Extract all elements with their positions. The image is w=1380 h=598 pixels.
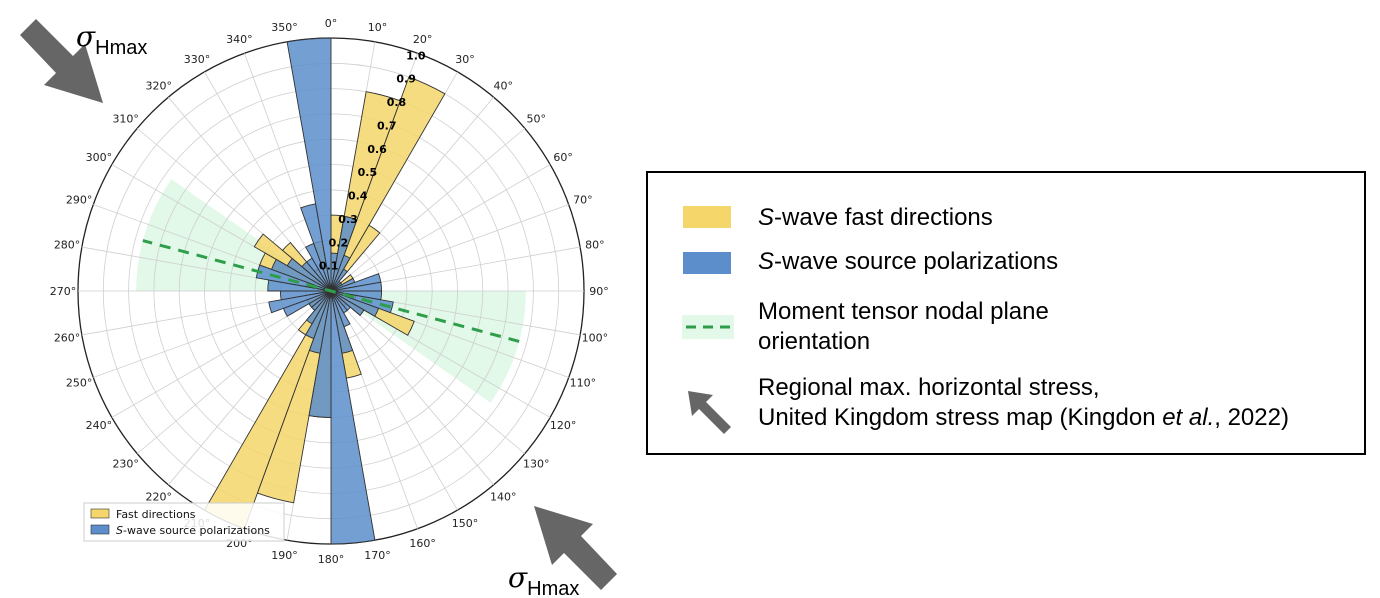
rose-diagram: 0° 10° 20° 30° 40° 50° 60° 70° 80° 90° 100° 110° 120… <box>20 17 617 598</box>
radial-tick-labels: 0.1 0.2 0.3 0.4 0.5 0.6 0.7 0.8 0.9 1.0 <box>319 49 426 272</box>
inner-legend-label-fast: Fast directions <box>116 508 196 521</box>
radial-tick-label: 0.5 <box>358 166 378 179</box>
legend-swatch-fast <box>683 206 731 228</box>
fast-bar-25 <box>330 76 446 292</box>
theta-tick-label: 30° <box>455 53 475 66</box>
legend-stress-arrow-icon <box>688 391 731 434</box>
theta-tick-label: 340° <box>226 33 253 46</box>
radial-tick-label: 0.6 <box>367 143 387 156</box>
theta-tick-label: 240° <box>86 419 113 432</box>
radial-tick-label: 0.2 <box>329 236 349 249</box>
theta-tick-label: 50° <box>527 113 547 126</box>
theta-tick-label: 270° <box>50 285 77 298</box>
theta-tick-label: 130° <box>523 457 550 470</box>
source-bar-295 <box>270 258 332 292</box>
theta-tick-label: 220° <box>145 490 172 503</box>
theta-tick-label: 230° <box>112 457 139 470</box>
radial-tick-label: 0.3 <box>338 213 358 226</box>
sigma-hmax-label-top: σHmax <box>76 20 147 59</box>
source-bar-355 <box>286 37 332 292</box>
radial-tick-label: 0.9 <box>396 73 416 86</box>
legend-swatch-nodal <box>682 315 734 339</box>
theta-tick-label: 110° <box>570 377 597 390</box>
theta-tick-label: 350° <box>271 21 298 34</box>
figure-legend: S-wave fast directions S-wave source pol… <box>646 171 1366 455</box>
theta-tick-label: 190° <box>271 549 298 562</box>
inner-legend-swatch-source <box>90 524 110 535</box>
grid-spoke <box>136 290 332 454</box>
source-bar-215 <box>305 290 332 325</box>
grid-spoke <box>330 290 494 486</box>
sigma-hmax-label-bottom: σHmax <box>508 561 579 598</box>
theta-tick-label: 120° <box>550 419 577 432</box>
stress-arrows: σHmax σHmax <box>20 19 617 598</box>
theta-tick-label: 330° <box>184 53 211 66</box>
grid-spoke <box>330 164 551 292</box>
theta-tick-label: 60° <box>553 151 573 164</box>
theta-tick-label: 280° <box>54 238 81 251</box>
theta-tick-label: 300° <box>86 151 113 164</box>
radial-tick-label: 0.4 <box>348 190 368 203</box>
theta-tick-label: 320° <box>145 80 172 93</box>
source-bar-205 <box>305 290 332 340</box>
radial-tick-label: 0.7 <box>377 119 397 132</box>
legend-item-nodal: Moment tensor nodal plane orientation <box>758 297 1049 357</box>
grid-spoke <box>330 290 458 511</box>
grid-spoke <box>330 290 526 454</box>
inner-legend-box <box>83 502 285 542</box>
legend-item-stress: Regional max. horizontal stress, United K… <box>758 373 1289 433</box>
grid-spoke <box>330 128 526 292</box>
theta-tick-label: 140° <box>490 490 517 503</box>
angle-tick-labels: 0° 10° 20° 30° 40° 50° 60° 70° 80° 90° 100° 110° 120… <box>50 17 609 566</box>
theta-tick-label: 250° <box>66 377 93 390</box>
theta-tick-label: 70° <box>573 193 593 206</box>
legend-item-source: S-wave source polarizations <box>758 247 1058 277</box>
source-bar-125 <box>330 290 365 317</box>
theta-tick-label: 310° <box>112 113 139 126</box>
theta-tick-label: 20° <box>413 33 433 46</box>
legend-label-fast: S-wave fast directions <box>758 204 993 231</box>
nodal-plane-line <box>142 239 520 343</box>
inner-legend-label-source: S-wave source polarizations <box>116 524 270 537</box>
theta-tick-label: 0° <box>325 17 338 30</box>
theta-tick-label: 40° <box>494 80 514 93</box>
inner-legend: Fast directions S-wave source polarizati… <box>83 502 285 542</box>
radial-tick-label: 0.8 <box>387 96 407 109</box>
theta-tick-label: 90° <box>589 285 609 298</box>
source-bar-115 <box>330 290 380 317</box>
legend-label-stress: Regional max. horizontal stress, United K… <box>758 374 1289 431</box>
theta-tick-label: 290° <box>66 193 93 206</box>
stress-arrow-nw-icon <box>20 19 103 103</box>
theta-tick-label: 160° <box>409 537 436 550</box>
theta-tick-label: 180° <box>318 553 345 566</box>
theta-tick-label: 260° <box>54 332 81 345</box>
legend-label-source: S-wave source polarizations <box>758 248 1059 275</box>
radial-tick-label: 0.1 <box>319 260 339 273</box>
theta-tick-label: 10° <box>368 21 388 34</box>
legend-swatch-source <box>683 252 731 274</box>
theta-tick-label: 170° <box>364 549 391 562</box>
inner-legend-swatch-fast <box>90 508 110 519</box>
stress-arrow-se-icon <box>534 506 617 590</box>
legend-label-nodal: Moment tensor nodal plane orientation <box>758 298 1049 355</box>
source-bar-175 <box>330 290 376 545</box>
source-bar-305 <box>286 257 332 292</box>
nodal-plane-dashed-line <box>142 239 520 343</box>
legend-item-fast: S-wave fast directions <box>758 203 993 233</box>
theta-tick-label: 100° <box>582 332 609 345</box>
theta-tick-label: 80° <box>585 238 605 251</box>
source-polarization-bars <box>255 37 394 545</box>
theta-tick-label: 150° <box>452 517 479 530</box>
radial-tick-label: 1.0 <box>406 49 426 62</box>
source-bar-255 <box>268 290 332 314</box>
